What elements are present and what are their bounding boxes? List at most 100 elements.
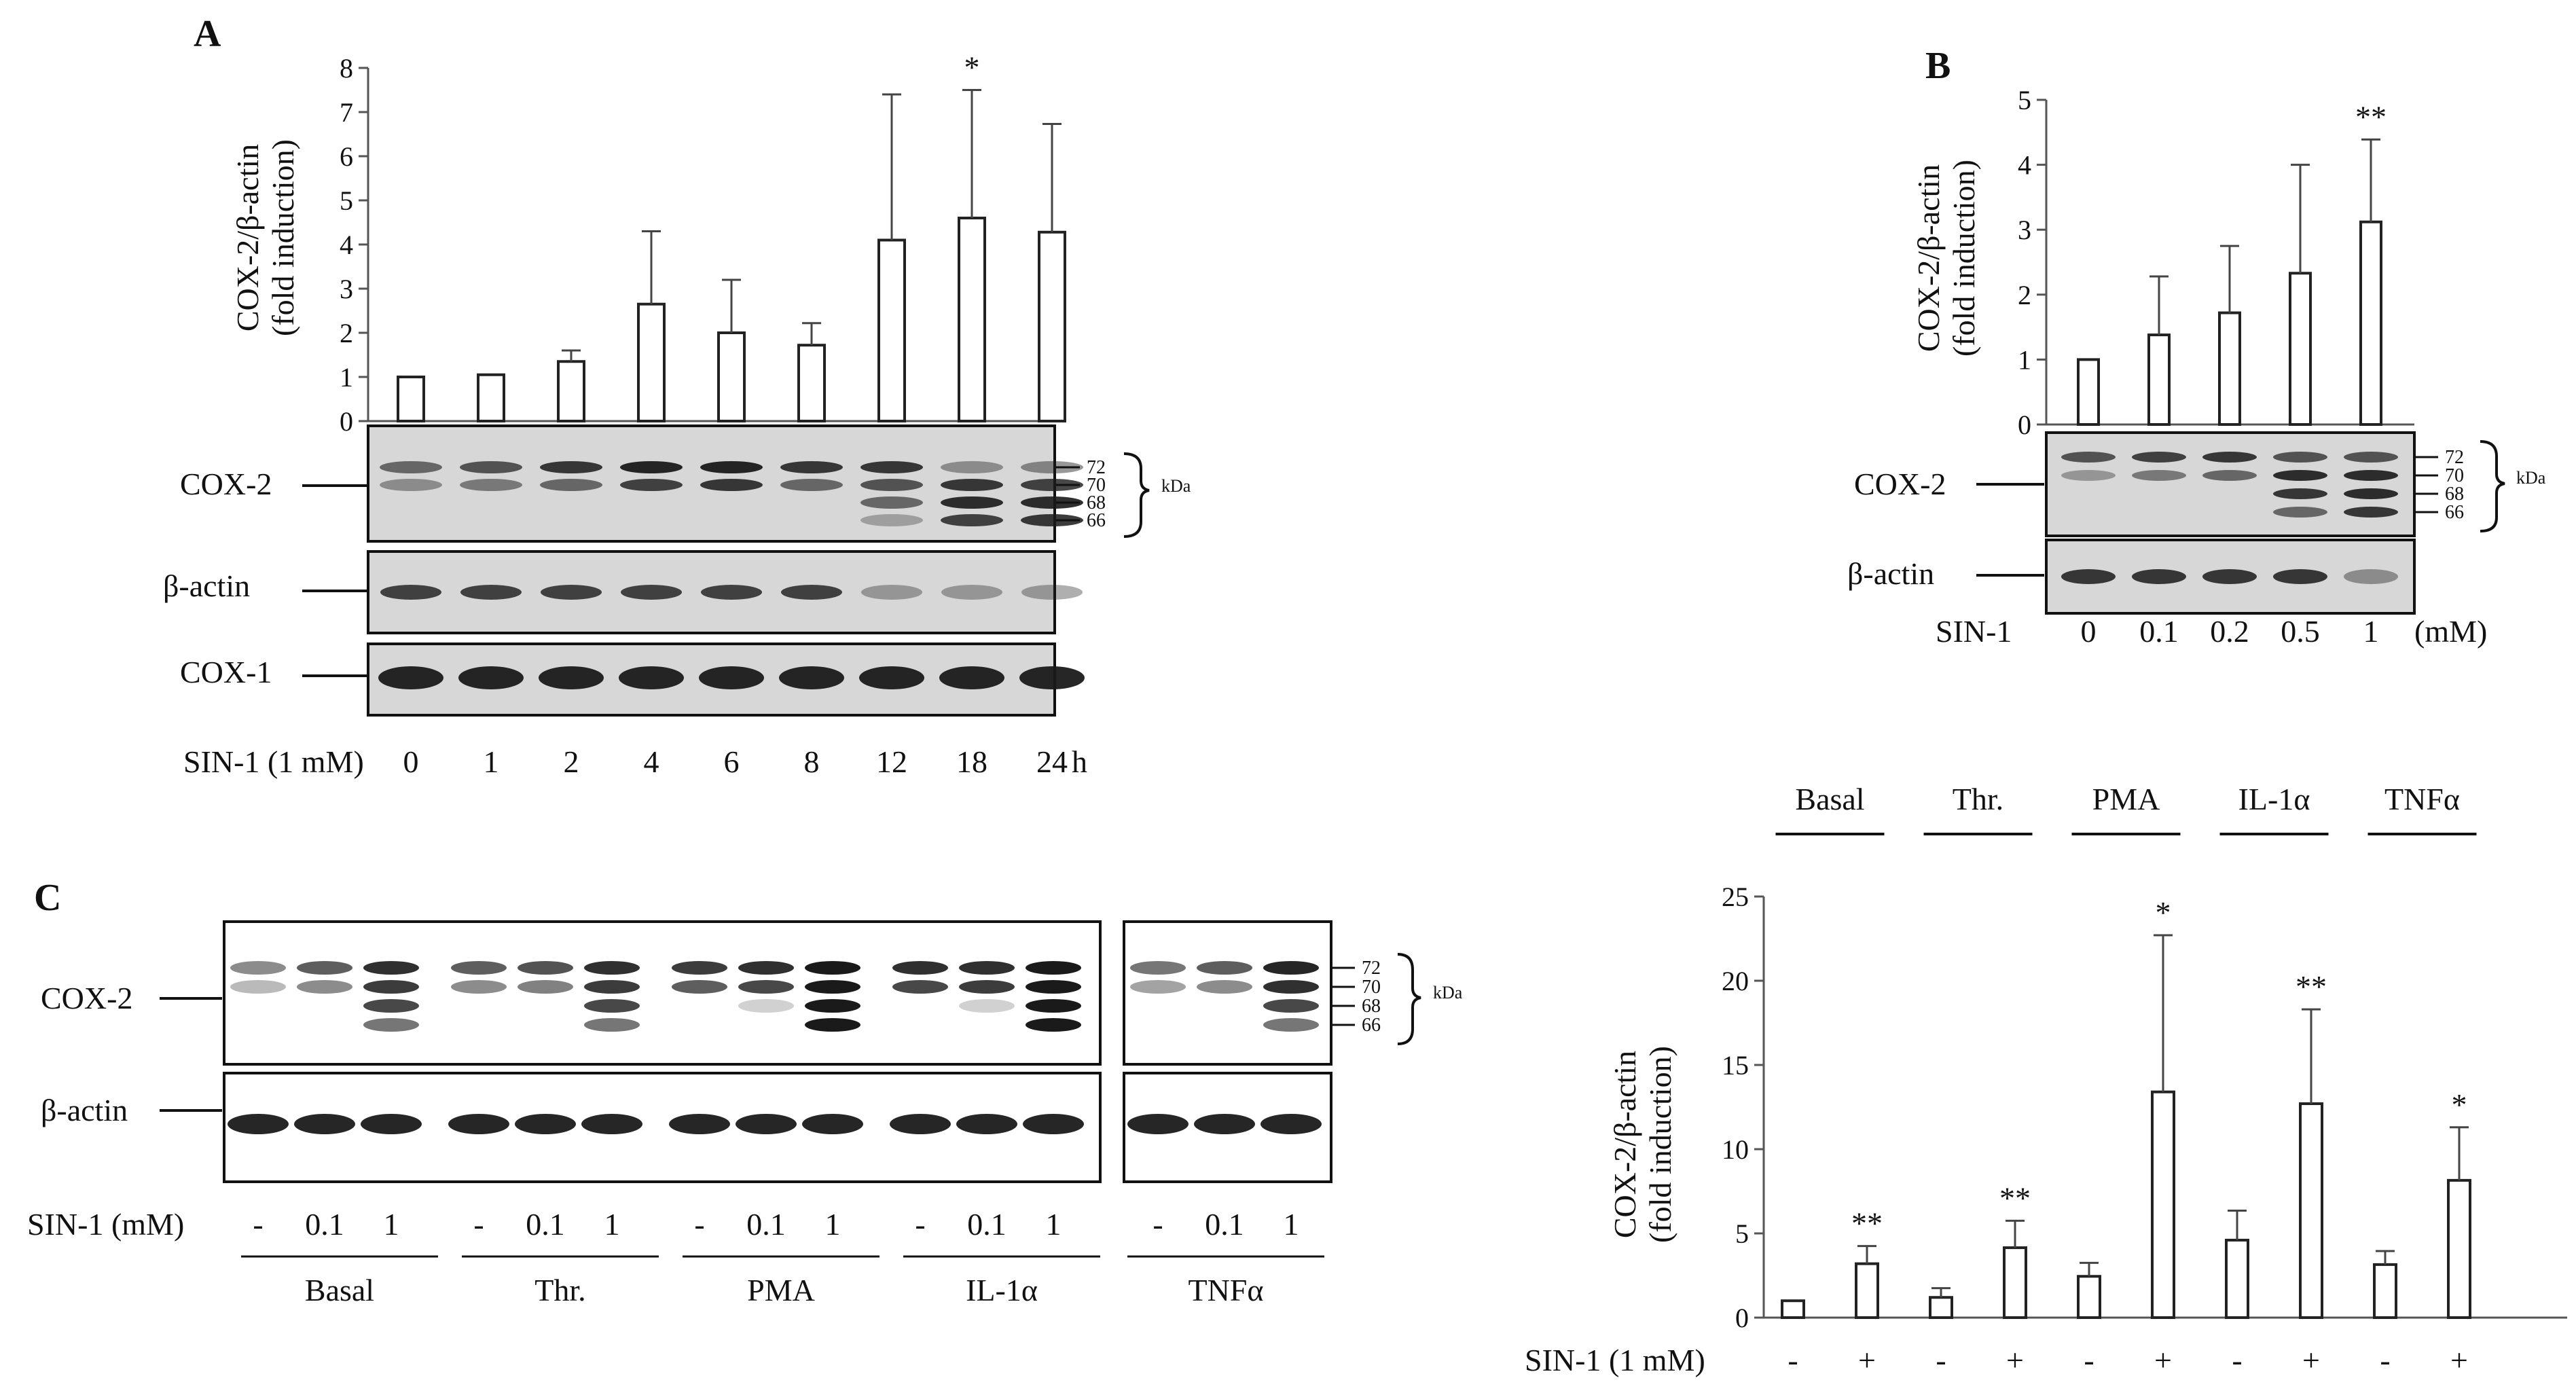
panel-b-xaxis-prefix: SIN-1: [1936, 614, 2012, 649]
panel-c-bactin-band: [448, 1114, 509, 1134]
panel-c-cox2-band: [1263, 980, 1319, 994]
panel-b-bar: [2147, 333, 2171, 426]
panel-b-lane-label: 0.2: [2210, 614, 2249, 649]
panel-c-chart-group-label: Thr.: [1953, 782, 2003, 816]
panel-c-bactin-band: [956, 1114, 1017, 1134]
panel-a-bactin-band: [380, 585, 441, 600]
panel-c-cox2-band: [584, 999, 640, 1013]
panel-a-cox1-band: [1019, 666, 1085, 689]
panel-a-bactin-band: [781, 585, 842, 600]
panel-c-cox2-band: [805, 1018, 860, 1032]
panel-c-cox2-band: [892, 961, 948, 975]
panel-a-cox2-band: [1021, 461, 1083, 473]
panel-b-blot-label-bactin: β-actin: [1847, 556, 1934, 591]
panel-a-ylabel-line1: COX-2/β-actin: [230, 144, 265, 331]
panel-c-category-label: +: [2302, 1343, 2320, 1377]
panel-c-category-label: -: [2380, 1343, 2390, 1377]
panel-c-cox2-band: [584, 961, 640, 975]
panel-b-mw-bracket: [2480, 440, 2505, 532]
panel-a-cox2-band: [380, 479, 442, 491]
panel-c-category-label: +: [2450, 1343, 2468, 1377]
panel-b-bar-chart: 0 1 2 3 4 5 **: [2018, 85, 2414, 440]
panel-c-cox2-band: [518, 961, 573, 975]
panel-a-cox2-band: [460, 479, 522, 491]
panel-a-cox2-band: [700, 479, 763, 491]
panel-a-bands: [378, 461, 1085, 689]
panel-c-cox2-band: [1197, 980, 1252, 994]
panel-c-group-label: IL-1α: [966, 1273, 1038, 1307]
panel-b-cox2-band: [2273, 488, 2327, 499]
panel-c-bactin-band: [669, 1114, 730, 1134]
panel-c-blot-label-cox2: COX-2: [41, 981, 132, 1015]
panel-a-bar: [717, 331, 746, 422]
panel-c-cox2-band: [738, 999, 794, 1013]
panel-a-cox2-band: [780, 479, 843, 491]
panel-b-lane-label: 0.1: [2139, 614, 2179, 649]
panel-c-category-label: -: [2232, 1343, 2242, 1377]
panel-c-cox2-band: [297, 961, 352, 975]
panel-a: A COX-2/β-actin (fold induction) 0123456…: [163, 13, 1191, 779]
panel-c-cox2-band: [805, 980, 860, 994]
panel-c-significance-mark: **: [1999, 1180, 2031, 1215]
panel-c-blot-label-bactin: β-actin: [41, 1093, 128, 1127]
panel-c-cox2-band: [959, 961, 1015, 975]
panel-c-lane-label: 0.1: [746, 1207, 786, 1242]
panel-a-cox2-band: [620, 479, 683, 491]
panel-c-bactin-band: [581, 1114, 642, 1134]
panel-a-category-label: 1: [484, 744, 499, 779]
panel-c-lane-row-label: SIN-1 (mM): [27, 1207, 184, 1242]
panel-c-cox2-band: [451, 980, 507, 994]
panel-a-xunit: h: [1072, 744, 1087, 779]
panel-c-category-label: +: [2006, 1343, 2024, 1377]
panel-a-ytick-label: 8: [340, 53, 353, 84]
panel-c-bar: [2151, 1090, 2175, 1320]
panel-c-letter: C: [34, 877, 61, 919]
panel-a-mw-bracket: [1123, 452, 1150, 538]
panel-a-category-label: 24: [1036, 744, 1068, 779]
panel-a-cox1-band: [539, 666, 604, 689]
panel-a-cox2-band: [700, 461, 763, 473]
panel-a-bactin-band: [941, 585, 1002, 600]
panel-c-lane-label: -: [915, 1207, 925, 1242]
panel-b-ylabel-line2: (fold induction): [1946, 160, 1981, 357]
panel-c-mw-bracket: [1397, 953, 1421, 1045]
panel-c-bar: [1781, 1299, 1805, 1319]
panel-c-bactin-band: [294, 1114, 355, 1134]
panel-c-cox2-band: [1026, 999, 1081, 1013]
panel-c-bands: [228, 961, 1322, 1134]
panel-c-ylabel-line1: COX-2/β-actin: [1608, 1051, 1642, 1238]
panel-c: C COX-2 β-actin 72 70 68 66 kDa SIN-1 (m…: [27, 782, 2567, 1377]
panel-c-cox2-band: [518, 980, 573, 994]
panel-a-category-label: 2: [564, 744, 579, 779]
panel-c-ytick-label: 5: [1735, 1218, 1749, 1249]
panel-c-cox2-band: [363, 1018, 419, 1032]
panel-c-bar-chart: 0 5 10 15 20 25 - ** + - ** + - * + - ** + - * +: [1722, 882, 2567, 1377]
panel-b-cox2-band: [2202, 452, 2257, 463]
panel-c-group-labels: Basal Thr. PMA IL-1α TNFα: [241, 1255, 1324, 1307]
panel-c-bactin-band: [1127, 1114, 1189, 1134]
panel-b-ytick-label: 0: [2018, 410, 2031, 440]
panel-a-mw-unit: kDa: [1161, 476, 1191, 496]
panel-b-bactin-band: [2273, 569, 2327, 584]
panel-c-ytick-label: 0: [1735, 1303, 1749, 1333]
panel-c-bar: [2003, 1246, 2027, 1319]
panel-a-mw-66: 66: [1087, 510, 1106, 531]
panel-b-mw-68: 68: [2445, 484, 2464, 505]
panel-a-cox2-band: [1021, 514, 1083, 526]
panel-c-ytick-label: 15: [1722, 1050, 1749, 1081]
panel-a-blot-label-cox2: COX-2: [180, 467, 272, 501]
panel-c-cox2-band: [738, 980, 794, 994]
panel-c-cox2-band: [1197, 961, 1252, 975]
panel-c-lane-label: 0.1: [1205, 1207, 1244, 1242]
panel-b-bar: [2218, 311, 2241, 426]
panel-c-cox2-band: [1026, 980, 1081, 994]
panel-c-group-label: PMA: [747, 1273, 815, 1307]
panel-a-cox2-band: [941, 461, 1003, 473]
panel-a-xaxis-prefix: SIN-1 (1 mM): [183, 744, 364, 779]
panel-b-cox2-band: [2132, 452, 2186, 463]
panel-c-cox2-band: [1026, 961, 1081, 975]
panel-a-cox2-band: [860, 479, 923, 491]
panel-a-cox2-band: [1021, 479, 1083, 491]
panel-c-bar: [2373, 1263, 2397, 1320]
